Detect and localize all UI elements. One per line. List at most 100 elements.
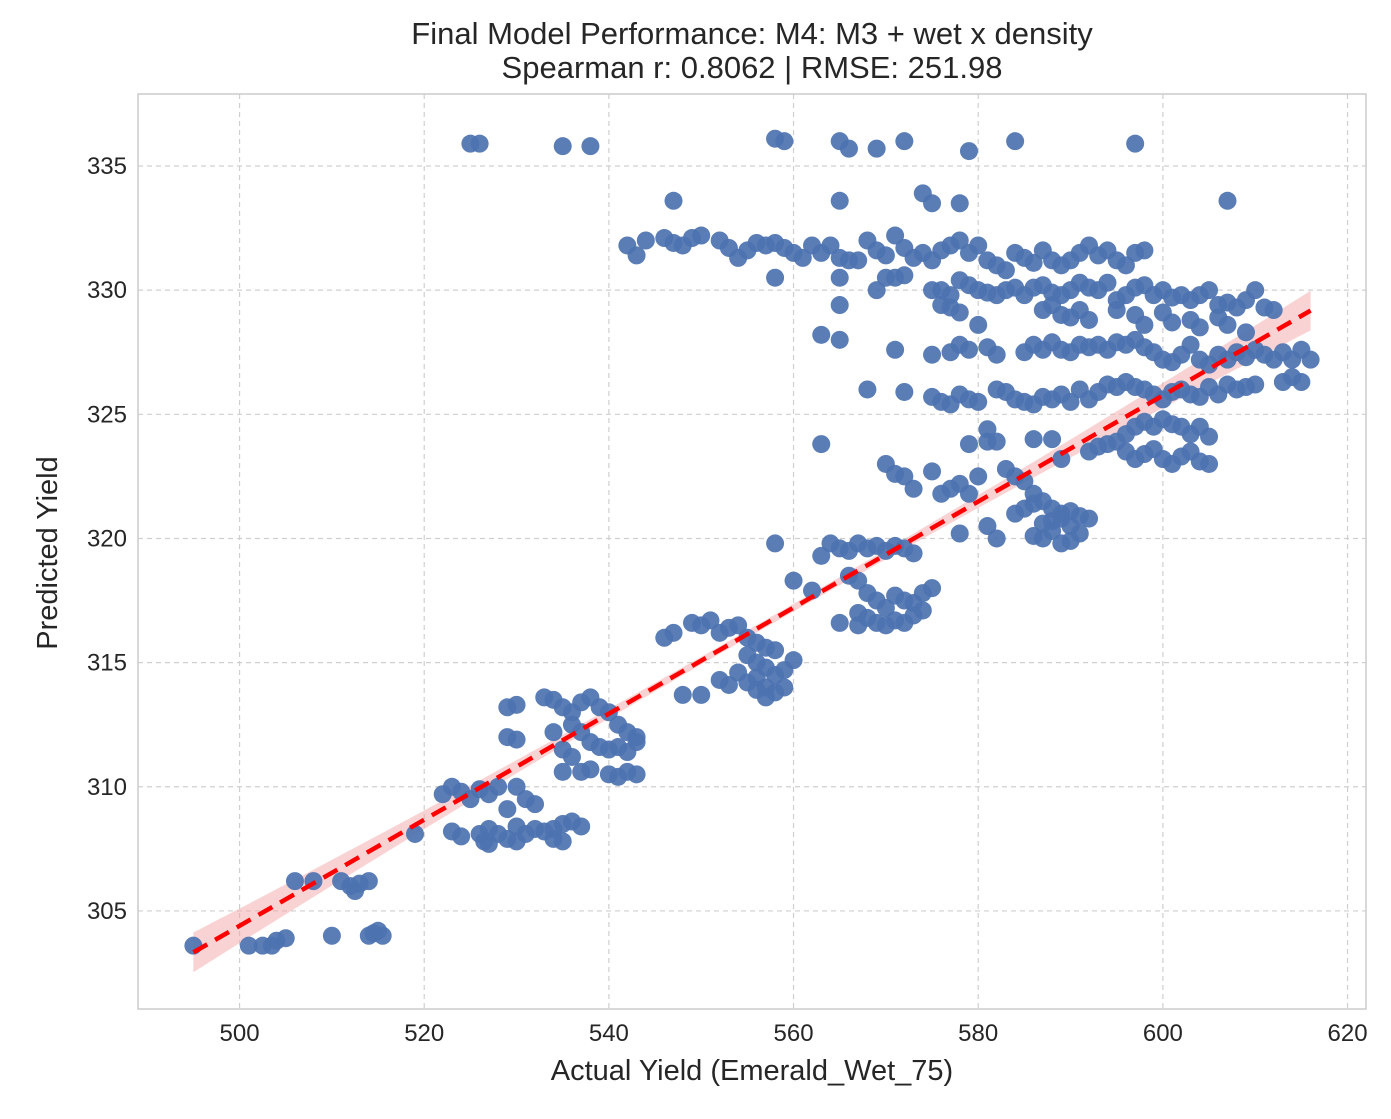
data-point	[1190, 318, 1209, 337]
data-point	[969, 315, 988, 334]
data-point	[1024, 494, 1043, 513]
data-point	[507, 730, 526, 749]
data-point	[895, 467, 914, 486]
data-point	[664, 623, 683, 642]
data-point	[1218, 315, 1237, 334]
data-point	[664, 191, 683, 210]
data-point	[470, 134, 489, 153]
x-axis-label: Actual Yield (Emerald_Wet_75)	[551, 1055, 953, 1087]
y-tick-label: 330	[87, 277, 127, 304]
data-point	[1246, 375, 1265, 394]
data-point	[479, 819, 498, 838]
y-tick-label: 305	[87, 898, 127, 925]
data-point	[1024, 430, 1043, 449]
data-point	[812, 435, 831, 454]
data-point	[239, 936, 258, 955]
y-tick-label: 320	[87, 525, 127, 552]
regression-line-layer	[192, 308, 1312, 955]
data-point	[923, 462, 942, 481]
chart-title: Final Model Performance: M4: M3 + wet x …	[411, 16, 1093, 51]
data-point	[572, 817, 591, 836]
data-point	[285, 872, 304, 891]
data-point	[876, 598, 895, 617]
data-point	[1043, 430, 1062, 449]
data-point	[987, 432, 1006, 451]
data-point	[701, 611, 720, 630]
data-point	[1218, 191, 1237, 210]
y-tick-label: 310	[87, 774, 127, 801]
data-point	[627, 765, 646, 784]
x-tick-label: 520	[404, 1020, 444, 1047]
data-point	[959, 142, 978, 161]
data-point	[405, 824, 424, 843]
x-tick-label: 500	[220, 1020, 260, 1047]
data-point	[1080, 310, 1099, 329]
data-point	[987, 345, 1006, 364]
y-tick-label: 325	[87, 401, 127, 428]
data-point	[766, 268, 785, 287]
data-point	[775, 678, 794, 697]
data-point	[719, 675, 738, 694]
data-point	[1264, 301, 1283, 320]
data-point	[373, 926, 392, 945]
data-point	[1200, 427, 1219, 446]
data-point	[803, 581, 822, 600]
data-point	[904, 544, 923, 563]
data-point	[996, 261, 1015, 280]
data-point	[1052, 450, 1071, 469]
data-point	[359, 872, 378, 891]
data-point	[1107, 301, 1126, 320]
data-point	[1236, 323, 1255, 342]
data-point	[923, 345, 942, 364]
data-point	[1098, 273, 1117, 292]
data-point	[812, 546, 831, 565]
data-point	[276, 929, 295, 948]
data-point	[904, 479, 923, 498]
plot-frame	[137, 93, 1367, 1010]
data-point	[969, 467, 988, 486]
data-point	[507, 777, 526, 796]
x-tick-label: 540	[589, 1020, 629, 1047]
x-tick-label: 560	[774, 1020, 814, 1047]
data-point	[950, 303, 969, 322]
y-tick-label: 315	[87, 650, 127, 677]
data-point	[904, 606, 923, 625]
data-point	[969, 236, 988, 255]
data-point	[849, 571, 868, 590]
data-point	[923, 194, 942, 213]
x-tick-label: 600	[1143, 1020, 1183, 1047]
data-point	[886, 340, 905, 359]
data-point	[489, 777, 508, 796]
data-point	[1292, 373, 1311, 392]
data-point	[507, 817, 526, 836]
data-point	[839, 139, 858, 158]
data-point	[322, 926, 341, 945]
chart-subtitle: Spearman r: 0.8062 | RMSE: 251.98	[502, 50, 1003, 85]
data-point	[775, 132, 794, 151]
data-point	[978, 517, 997, 536]
data-point	[858, 380, 877, 399]
data-point	[553, 832, 572, 851]
data-point	[959, 340, 978, 359]
data-point	[1135, 241, 1154, 260]
data-point	[553, 137, 572, 156]
data-point	[830, 330, 849, 349]
data-point	[950, 231, 969, 250]
x-tick-labels: 500 520 540 560 580 600 620	[220, 1020, 1368, 1047]
data-point	[849, 251, 868, 270]
data-point	[793, 248, 812, 267]
data-point	[950, 194, 969, 213]
data-point	[830, 191, 849, 210]
data-point	[886, 226, 905, 245]
data-point	[1061, 392, 1080, 411]
data-point	[627, 246, 646, 265]
data-point	[544, 723, 563, 742]
data-point	[562, 747, 581, 766]
y-tick-label: 335	[87, 153, 127, 180]
data-point	[756, 688, 775, 707]
data-point	[849, 616, 868, 635]
data-point	[987, 529, 1006, 548]
data-point	[498, 800, 517, 819]
data-point	[959, 484, 978, 503]
